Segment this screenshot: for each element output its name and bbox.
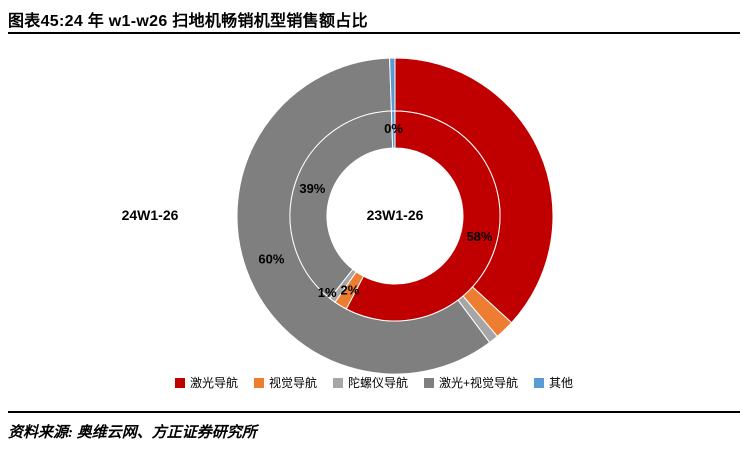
legend-item: 激光导航 [174,374,238,391]
data-label: 39% [299,181,325,196]
legend-swatch-icon [174,377,185,388]
legend-swatch-icon [332,377,343,388]
legend-label: 视觉导航 [268,376,317,390]
donut-segment-inner-3 [289,110,394,299]
chart-legend: 激光导航 视觉导航 陀螺仪导航 激光+视觉导航 其他 [0,374,748,391]
data-label: 0% [384,121,403,136]
data-label: 1% [318,285,337,300]
figure-title: 图表45:24 年 w1-w26 扫地机畅销机型销售额占比 [8,13,368,30]
inner-ring-label: 23W1-26 [366,207,424,223]
legend-item: 陀螺仪导航 [332,374,408,391]
data-label: 2% [340,282,359,297]
legend-item: 其他 [534,374,573,391]
top-divider [8,32,740,34]
legend-label: 其他 [549,376,574,390]
bottom-divider [8,411,740,413]
legend-item: 视觉导航 [253,374,317,391]
legend-label: 激光+视觉导航 [439,376,519,390]
source-note: 资料来源: 奥维云网、方正证券研究所 [8,425,257,441]
legend-swatch-icon [534,377,545,388]
legend-label: 陀螺仪导航 [347,376,408,390]
data-label: 60% [258,251,284,266]
outer-ring-label: 24W1-26 [121,207,179,223]
donut-segment-inner-4 [390,110,396,149]
data-label: 58% [466,229,492,244]
legend-label: 激光导航 [189,376,238,390]
legend-swatch-icon [424,377,434,388]
legend-item: 激光+视觉导航 [424,374,518,391]
legend-swatch-icon [253,377,264,388]
donut-segment-inner-0 [345,110,501,322]
